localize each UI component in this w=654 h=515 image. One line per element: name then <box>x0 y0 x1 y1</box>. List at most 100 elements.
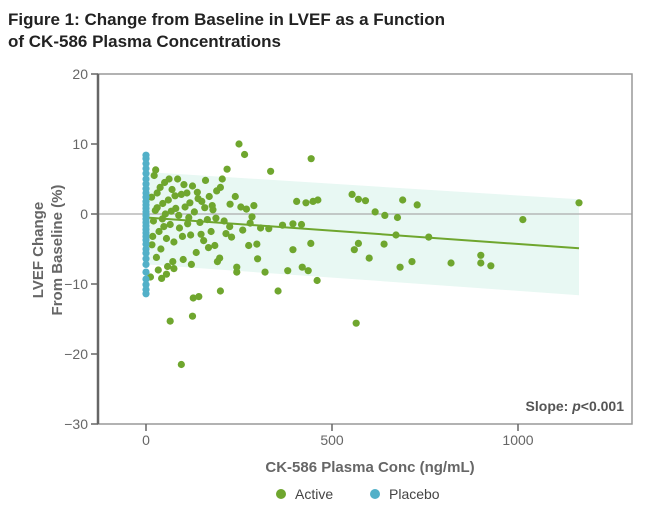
active-point <box>519 216 527 224</box>
placebo-point <box>142 268 150 276</box>
active-point <box>208 202 216 210</box>
active-point <box>297 220 306 229</box>
y-axis-label-line-2: From Baseline (%) <box>49 185 66 316</box>
active-point <box>242 205 251 213</box>
active-point <box>197 230 205 238</box>
legend: Active Placebo <box>276 486 440 502</box>
active-point <box>159 199 167 208</box>
placebo-point <box>142 260 150 268</box>
legend-placebo-label: Placebo <box>389 486 440 502</box>
active-point <box>381 211 389 219</box>
active-point <box>293 197 301 205</box>
active-point <box>393 213 402 222</box>
placebo-point <box>142 275 150 283</box>
active-point <box>170 238 178 246</box>
active-point <box>246 219 254 227</box>
active-point <box>361 197 370 205</box>
active-point <box>267 167 275 175</box>
slope-value: <0.001 <box>581 398 624 414</box>
active-point <box>158 274 166 282</box>
y-tick-label: −10 <box>64 276 88 292</box>
active-point <box>177 190 185 198</box>
active-point <box>380 240 388 248</box>
active-point <box>487 262 495 270</box>
active-point <box>179 255 187 264</box>
active-point <box>170 265 178 273</box>
placebo-point <box>142 249 150 257</box>
active-point <box>201 204 209 212</box>
active-point <box>365 254 373 262</box>
active-point <box>205 192 213 201</box>
active-point <box>354 239 363 247</box>
slope-p: p <box>571 398 581 414</box>
active-point <box>240 150 249 159</box>
active-point <box>196 218 204 226</box>
x-tick-label: 500 <box>320 432 344 448</box>
active-point <box>348 190 356 198</box>
active-point <box>162 234 171 243</box>
y-tick-label: −30 <box>64 416 88 432</box>
active-point <box>245 241 253 250</box>
active-point <box>235 140 243 148</box>
active-point <box>165 175 173 183</box>
active-point <box>265 225 273 233</box>
active-point <box>392 231 400 239</box>
active-point <box>261 268 269 276</box>
active-point <box>192 248 200 257</box>
active-point <box>166 317 174 325</box>
active-point <box>186 199 194 207</box>
active-point <box>201 176 210 184</box>
active-point <box>154 266 162 274</box>
active-point <box>174 175 182 183</box>
active-point <box>178 232 187 240</box>
active-point <box>147 193 156 201</box>
active-point <box>155 227 163 236</box>
active-point <box>149 232 157 240</box>
active-point <box>371 208 379 216</box>
active-point <box>304 267 312 275</box>
active-point <box>237 203 245 211</box>
active-point <box>216 287 224 295</box>
active-point <box>220 217 228 225</box>
active-point <box>193 188 201 196</box>
active-point <box>307 155 315 163</box>
slope-annotation: Slope: p<0.001 <box>526 398 625 414</box>
active-point <box>153 189 161 197</box>
active-point <box>425 233 433 241</box>
active-point <box>226 200 234 208</box>
active-point <box>160 223 168 231</box>
active-point <box>413 201 421 209</box>
active-point <box>171 192 179 200</box>
legend-active-marker <box>276 489 286 499</box>
x-tick-label: 0 <box>142 432 150 448</box>
legend-active-label: Active <box>295 486 333 502</box>
active-point <box>183 189 191 197</box>
y-tick-label: 10 <box>72 136 88 152</box>
active-point <box>153 204 161 212</box>
active-point <box>352 319 360 327</box>
active-point <box>204 244 213 252</box>
active-point <box>211 241 219 250</box>
active-point <box>354 195 363 203</box>
active-point <box>150 171 158 180</box>
active-point <box>157 245 165 253</box>
placebo-point <box>142 290 150 298</box>
y-tick-label: 0 <box>80 206 88 222</box>
active-point <box>166 220 174 229</box>
active-point <box>175 224 184 232</box>
active-point <box>185 213 193 222</box>
active-point <box>575 199 583 207</box>
x-tick-label: 1000 <box>502 432 533 448</box>
active-point <box>313 276 321 285</box>
active-point <box>396 263 404 271</box>
chart-title-line-2: of CK-586 Plasma Concentrations <box>8 32 282 51</box>
active-point <box>227 233 236 241</box>
active-point <box>256 224 265 232</box>
active-point <box>195 293 203 301</box>
active-point <box>278 221 287 229</box>
active-point <box>218 175 226 183</box>
active-point <box>162 270 171 278</box>
active-point <box>187 260 195 268</box>
active-point <box>164 196 172 204</box>
active-point <box>156 183 164 191</box>
